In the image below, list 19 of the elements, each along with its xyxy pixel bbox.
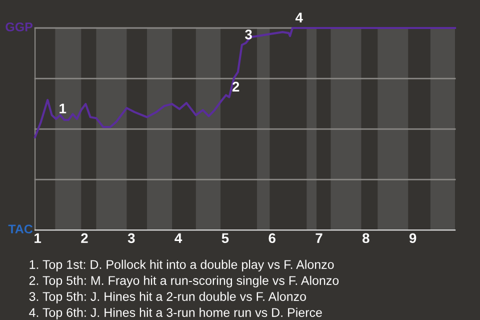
annotation: 3 bbox=[244, 30, 252, 40]
x-tick-label: 2 bbox=[81, 233, 88, 243]
x-tick-label: 1 bbox=[34, 233, 42, 243]
x-tick-label: 6 bbox=[268, 233, 276, 244]
x-tick-label: 3 bbox=[128, 233, 135, 244]
text: GGP bbox=[6, 22, 33, 32]
annotation: 1 bbox=[60, 104, 66, 114]
annotation: 4 bbox=[295, 12, 303, 22]
text: TAC bbox=[8, 224, 33, 234]
x-tick-label: 7 bbox=[316, 233, 322, 243]
text: 2. Top 5th: M. Frayo hit a run-scoring single vs F. Alonzo bbox=[29, 276, 339, 288]
text: 3. Top 5th: J. Hines hit a 2-run double vs F. Alonzo bbox=[29, 292, 306, 304]
x-tick-label: 9 bbox=[409, 233, 416, 244]
x-tick-label: 4 bbox=[174, 233, 182, 243]
annotation: 2 bbox=[232, 82, 240, 92]
text: 4. Top 6th: J. Hines hit a 3-run home run vs D. Pierce bbox=[29, 308, 322, 320]
x-tick-label: 5 bbox=[222, 233, 229, 244]
text: 1. Top 1st: D. Pollock hit into a double play vs F. Alonzo bbox=[30, 260, 334, 272]
x-tick-label: 8 bbox=[362, 233, 370, 244]
